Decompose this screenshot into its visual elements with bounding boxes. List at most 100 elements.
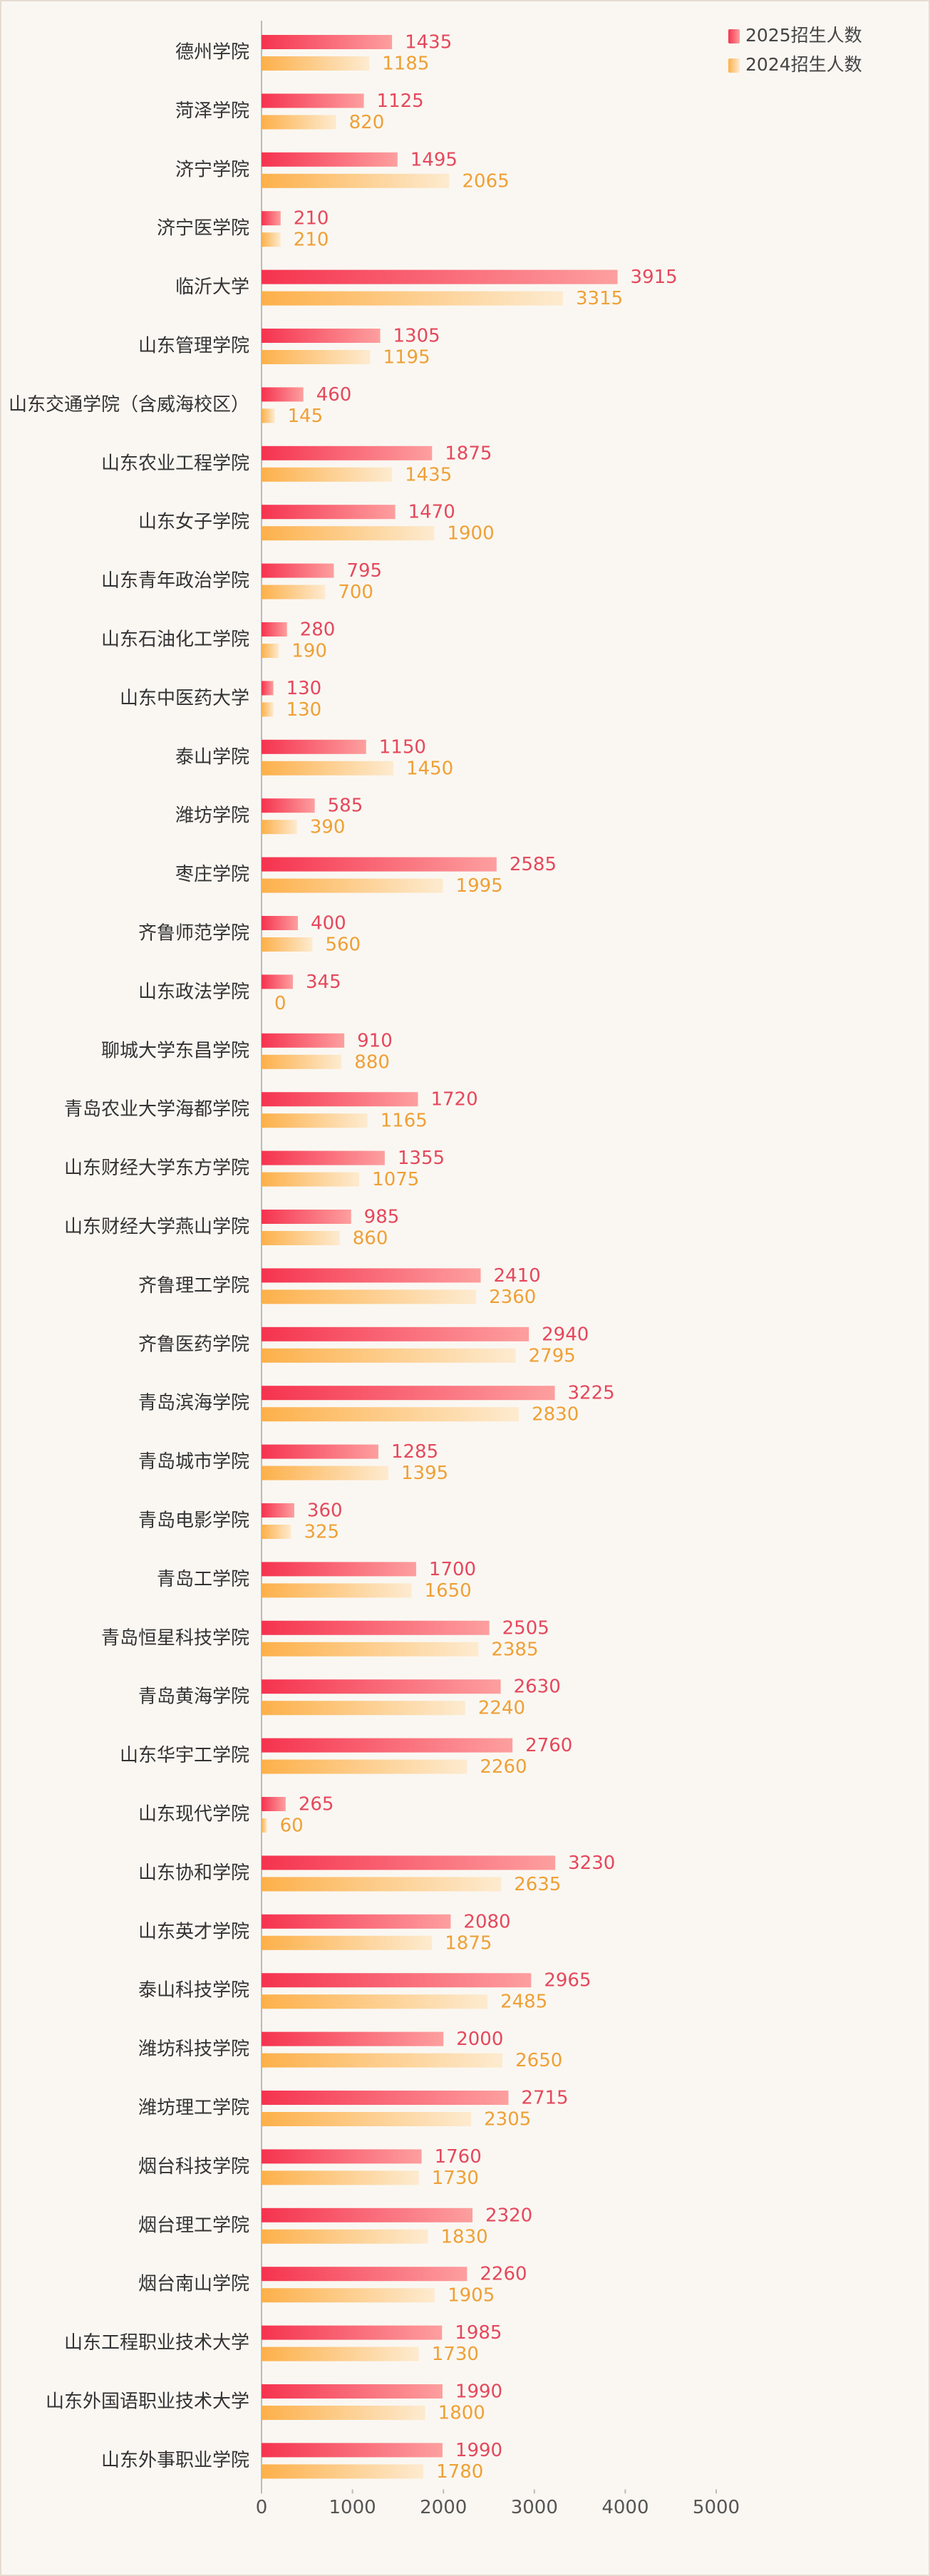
y-tick-label: 山东女子学院 — [138, 512, 249, 533]
value-label: 2585 — [510, 854, 557, 875]
bar — [262, 857, 497, 872]
y-tick-label: 山东华宇工学院 — [120, 1745, 249, 1766]
value-label: 2260 — [480, 1756, 527, 1778]
bar — [262, 2464, 424, 2479]
bar — [262, 798, 315, 813]
y-tick-label: 青岛城市学院 — [138, 1451, 249, 1473]
value-label: 2760 — [525, 1735, 572, 1756]
value-label: 2715 — [521, 2088, 568, 2109]
bar — [262, 173, 450, 188]
value-label: 910 — [357, 1030, 393, 1051]
y-tick-label: 泰山学院 — [175, 746, 249, 768]
value-label: 2485 — [500, 1992, 547, 2013]
bar — [262, 1326, 529, 1341]
bar — [262, 974, 294, 989]
bar — [262, 211, 281, 226]
y-tick-label: 济宁学院 — [175, 159, 249, 180]
value-label: 1730 — [432, 2344, 479, 2365]
x-tick-label: 0 — [256, 2497, 268, 2518]
value-label: 1435 — [405, 32, 452, 53]
bar — [262, 2091, 509, 2105]
y-tick-label: 山东中医药大学 — [120, 688, 249, 709]
y-tick-label: 青岛农业大学海都学院 — [64, 1099, 249, 1120]
bar — [262, 2207, 473, 2222]
bar — [262, 467, 393, 482]
bar — [262, 1348, 516, 1363]
bar — [262, 702, 274, 717]
bar — [262, 2112, 472, 2126]
value-label: 360 — [307, 1500, 343, 1522]
value-label: 2635 — [514, 1874, 561, 1895]
bar — [262, 1113, 368, 1128]
bar — [262, 1738, 513, 1753]
value-label: 190 — [291, 641, 327, 662]
value-label: 1305 — [393, 326, 440, 347]
x-tick-label: 1000 — [329, 2497, 376, 2518]
value-label: 2080 — [463, 1911, 510, 1932]
bar — [262, 152, 398, 167]
value-label: 2795 — [529, 1345, 576, 1366]
value-label: 2360 — [489, 1287, 536, 1308]
value-label: 2305 — [484, 2109, 531, 2131]
value-label: 2650 — [515, 2050, 562, 2071]
y-tick-label: 山东财经大学燕山学院 — [64, 1217, 249, 1238]
y-tick-label: 潍坊学院 — [175, 805, 249, 827]
bar — [262, 1679, 501, 1694]
value-label: 60 — [280, 1815, 304, 1837]
value-label: 1285 — [391, 1441, 438, 1463]
bar — [262, 739, 366, 754]
bar — [262, 916, 299, 930]
y-tick-label: 山东政法学院 — [138, 982, 249, 1003]
value-label: 1995 — [456, 875, 503, 897]
y-tick-label: 潍坊科技学院 — [138, 2039, 249, 2060]
bar — [262, 1231, 340, 1245]
value-label: 400 — [311, 913, 346, 934]
value-label: 2410 — [494, 1265, 541, 1287]
value-label: 345 — [306, 972, 341, 993]
value-label: 1195 — [383, 347, 430, 369]
bar — [262, 1054, 342, 1069]
value-label: 560 — [325, 934, 361, 956]
x-tick-label: 2000 — [420, 2497, 467, 2518]
y-tick-label: 枣庄学院 — [175, 864, 249, 885]
value-label: 0 — [274, 993, 286, 1014]
value-label: 130 — [286, 699, 322, 721]
value-label: 1185 — [382, 53, 429, 75]
bar — [262, 1877, 502, 1892]
bar — [262, 2170, 419, 2185]
value-label: 325 — [304, 1522, 339, 1543]
y-tick-label: 济宁医学院 — [157, 218, 249, 239]
bar — [262, 1407, 520, 1422]
value-label: 2630 — [514, 1676, 561, 1698]
value-label: 1355 — [398, 1148, 445, 1169]
y-tick-label: 烟台科技学院 — [138, 2156, 249, 2178]
bar — [262, 1620, 490, 1635]
legend-label: 2025招生人数 — [745, 25, 862, 46]
bar — [262, 1797, 286, 1811]
bar — [262, 1855, 556, 1870]
bar — [262, 56, 370, 71]
value-label: 390 — [310, 817, 346, 838]
bar — [262, 1033, 345, 1048]
value-label: 2940 — [542, 1324, 589, 1345]
bar — [262, 1465, 389, 1480]
bar — [262, 291, 563, 306]
value-label: 1990 — [455, 2440, 502, 2461]
y-tick-label: 山东现代学院 — [138, 1804, 249, 1825]
bar — [262, 445, 433, 460]
bar — [262, 505, 396, 520]
value-label: 585 — [328, 795, 363, 817]
value-label: 1900 — [447, 523, 494, 545]
y-tick-label: 齐鲁医药学院 — [138, 1334, 249, 1355]
y-tick-label: 山东外国语职业技术大学 — [46, 2391, 249, 2413]
y-tick-label: 山东交通学院（含威海校区） — [9, 394, 249, 416]
value-label: 1165 — [381, 1111, 428, 1132]
bar — [262, 1525, 291, 1539]
value-label: 210 — [294, 208, 329, 230]
bar — [262, 937, 313, 952]
bar — [262, 563, 334, 578]
bar — [262, 408, 275, 423]
bar — [262, 1642, 479, 1657]
